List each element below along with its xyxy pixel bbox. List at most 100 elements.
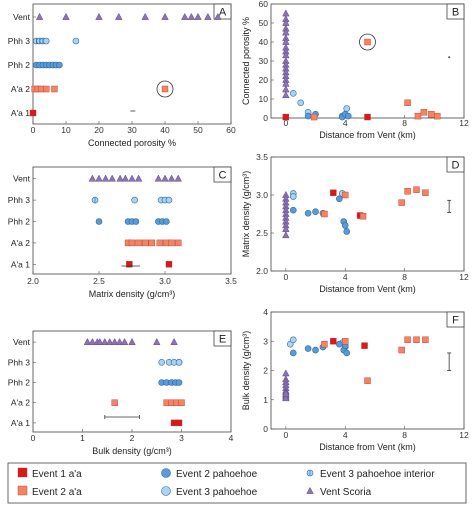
- marker-event-2-a-a: [148, 239, 156, 247]
- marker-event-2-a-a: [135, 239, 142, 247]
- marker-vent-scoria: [194, 12, 202, 20]
- x-tick-label: 2.0: [27, 276, 39, 286]
- y-tick-label: 3: [263, 336, 268, 346]
- legend-label: Event 1 a'a: [32, 469, 82, 480]
- x-tick-label: 0: [283, 118, 288, 128]
- y-tick-label: 3.5: [256, 152, 268, 162]
- category-label-a-a-2: A'a 2: [11, 398, 30, 408]
- marker-event-2-a-a: [111, 399, 118, 406]
- y-tick-label: 4: [263, 307, 268, 317]
- outlier-circle: [156, 80, 174, 98]
- legend-item-event-3-pahoehoe: Event 3 pahoehoe: [161, 486, 258, 498]
- category-label-phh-2: Phh 2: [8, 378, 30, 388]
- marker-event-2-a-a: [359, 213, 367, 220]
- panel-label: E: [219, 334, 226, 346]
- legend-label: Vent Scoria: [320, 487, 372, 498]
- legend-label: Event 2 a'a: [32, 487, 82, 498]
- panel-label-box: [446, 311, 465, 328]
- x-tick-label: 0: [283, 430, 288, 440]
- marker-event-3-pahoehoe-interior: [91, 196, 99, 204]
- marker-event-2-pahoehoe: [335, 195, 343, 203]
- marker-vent-scoria: [161, 12, 169, 20]
- y-tick-label: 0: [263, 113, 268, 123]
- marker-event-2-pahoehoe: [344, 112, 352, 120]
- x-tick-label: 50: [193, 125, 203, 135]
- category-label-vent: Vent: [13, 174, 31, 184]
- marker-event-2-a-a: [342, 338, 349, 345]
- marker-event-3-pahoehoe: [42, 37, 50, 45]
- marker-vent-scoria: [141, 12, 149, 20]
- marker-event-2-a-a: [364, 38, 371, 46]
- marker-event-2-pahoehoe: [312, 208, 319, 216]
- marker-event-2-a-a: [168, 239, 175, 247]
- category-label-a-a-1: A'a 1: [11, 418, 30, 428]
- marker-vent-scoria: [282, 389, 290, 397]
- outlier-circle: [359, 33, 376, 51]
- marker-vent-scoria: [88, 337, 97, 345]
- marker-event-2-a-a: [404, 99, 411, 107]
- x-tick-label: 12: [459, 430, 469, 440]
- marker-event-2-a-a: [161, 85, 169, 93]
- marker-event-2-a-a: [43, 85, 50, 93]
- marker-event-2-pahoehoe: [95, 218, 103, 225]
- x-tick-label: 4: [343, 430, 348, 440]
- x-tick-label: 4: [229, 433, 234, 443]
- marker-vent-scoria: [153, 337, 161, 345]
- marker-vent-scoria: [62, 12, 70, 20]
- marker-event-2-pahoehoe: [304, 345, 312, 352]
- marker-event-2-pahoehoe: [335, 340, 343, 348]
- panel-label: B: [452, 7, 459, 19]
- marker-event-1-a-a: [29, 109, 37, 117]
- marker-event-1-a-a: [126, 261, 133, 268]
- panel-c: C 2.0 2.5 3.0 3.5 Matrix density (g/cm³) Vent P…: [8, 166, 237, 299]
- marker-vent-scoria: [101, 337, 109, 345]
- panel-b: B 0 4 8 12 Distance from Vent (km) 0 10 20 30 40 50…: [241, 0, 469, 140]
- y-tick-label: 50: [259, 18, 269, 28]
- legend-label: Event 2 pahoehoe: [176, 469, 258, 480]
- marker-event-2-a-a: [434, 112, 441, 120]
- y-axis-label: Bulk density (g/cm³): [241, 331, 251, 411]
- y-tick-label: 20: [259, 75, 269, 85]
- marker-event-2-a-a: [422, 189, 429, 196]
- legend-item-event-1-a-a: Event 1 a'a: [17, 467, 82, 480]
- category-label-a-a-1: A'a 1: [11, 108, 30, 118]
- marker-vent-scoria: [95, 12, 103, 20]
- x-tick-label: 0: [31, 125, 36, 135]
- y-axis-label: Matrix density (g/cm³): [241, 171, 251, 258]
- marker-vent-scoria: [167, 174, 176, 182]
- plot-frame: [270, 156, 465, 272]
- marker-event-2-a-a: [310, 113, 318, 121]
- marker-event-2-a-a: [178, 399, 185, 406]
- x-axis-label: Distance from Vent (km): [319, 284, 416, 294]
- marker-event-2-pahoehoe: [343, 228, 351, 235]
- marker-event-2-a-a: [413, 336, 420, 343]
- marker-vent-scoria: [174, 174, 182, 182]
- x-tick-label: 0: [283, 272, 288, 282]
- y-tick-label: 1: [263, 395, 268, 405]
- y-tick-label: 30: [259, 56, 269, 66]
- legend-marker-event-3-pahoehoe: [161, 486, 171, 496]
- marker-vent-scoria: [108, 174, 116, 182]
- y-tick-label: 2.0: [256, 266, 268, 276]
- marker-vent-scoria: [121, 174, 130, 182]
- marker-event-2-pahoehoe: [312, 346, 319, 354]
- x-tick-label: 4: [343, 118, 348, 128]
- legend-marker-event-2-a-a: [17, 485, 28, 496]
- category-label-phh-2: Phh 2: [8, 217, 30, 227]
- category-label-phh-2: Phh 2: [8, 60, 30, 70]
- marker-event-2-a-a: [422, 336, 429, 343]
- marker-event-3-pahoehoe: [289, 193, 297, 200]
- y-tick-label: 2.5: [256, 228, 268, 238]
- category-label-phh-3: Phh 3: [8, 36, 30, 46]
- x-tick-label: 3.5: [225, 276, 237, 286]
- marker-event-2-a-a: [413, 186, 420, 193]
- y-tick-label: 10: [259, 94, 269, 104]
- legend-label: Event 3 pahoehoe interior: [320, 469, 435, 480]
- marker-event-2-pahoehoe: [343, 349, 351, 357]
- marker-event-1-a-a: [165, 261, 173, 268]
- marker-event-3-pahoehoe: [165, 196, 173, 204]
- x-tick-label: 10: [61, 125, 71, 135]
- category-label-a-a-2: A'a 2: [11, 238, 30, 248]
- marker-event-2-a-a: [321, 340, 328, 348]
